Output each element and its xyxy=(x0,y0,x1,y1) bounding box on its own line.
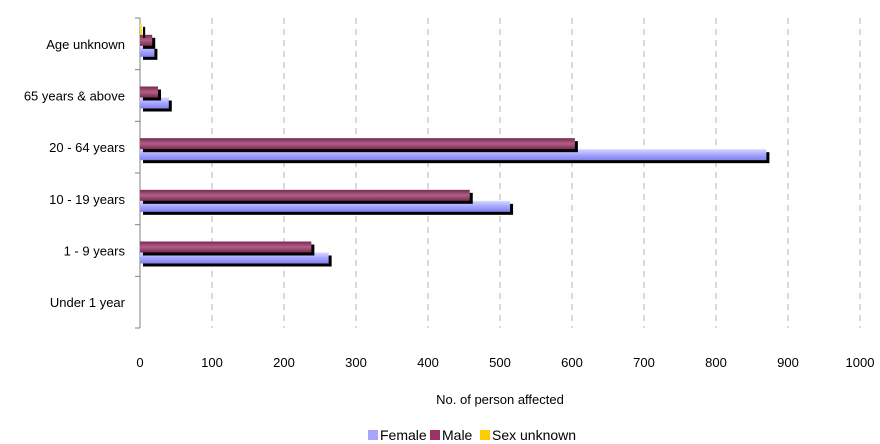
bar-female xyxy=(140,149,767,161)
x-tick-labels: 0 100 200 300 400 500 600 700 800 900 1000 xyxy=(136,355,874,370)
x-tick-label-600: 600 xyxy=(561,355,583,370)
bar-male xyxy=(140,34,153,46)
x-tick-label-700: 700 xyxy=(633,355,655,370)
legend-swatch-sex-unknown xyxy=(480,430,490,440)
bars xyxy=(140,23,770,267)
bar-male xyxy=(140,189,470,201)
y-tick-label: Age unknown xyxy=(46,37,125,52)
x-tick-label-100: 100 xyxy=(201,355,223,370)
x-tick-label-900: 900 xyxy=(777,355,799,370)
x-tick-label-400: 400 xyxy=(417,355,439,370)
x-axis-title: No. of person affected xyxy=(436,392,564,407)
bar-female xyxy=(140,97,169,109)
x-tick-label-800: 800 xyxy=(705,355,727,370)
axes xyxy=(135,17,141,329)
bar-female xyxy=(140,252,329,264)
x-tick-label-0: 0 xyxy=(136,355,143,370)
grid-lines xyxy=(211,18,861,328)
legend-label-sex-unknown: Sex unknown xyxy=(492,427,576,443)
bar-female xyxy=(140,200,511,212)
legend-label-female: Female xyxy=(380,427,427,443)
bar-sex-unknown xyxy=(140,23,143,35)
bar-male xyxy=(140,241,312,253)
legend: Female Male Sex unknown xyxy=(368,427,576,443)
x-tick-label-500: 500 xyxy=(489,355,511,370)
bar-female xyxy=(140,45,155,57)
y-tick-label: 65 years & above xyxy=(24,89,125,104)
y-tick-label: 20 - 64 years xyxy=(49,140,125,155)
x-tick-label-1000: 1000 xyxy=(846,355,875,370)
legend-swatch-male xyxy=(430,430,440,440)
category-labels: Under 1 year 1 - 9 years 10 - 19 years 20 -… xyxy=(24,37,126,310)
y-tick-label: 1 - 9 years xyxy=(64,244,126,259)
bar-male xyxy=(140,86,158,98)
bar-shadow xyxy=(143,26,146,38)
x-tick-label-200: 200 xyxy=(273,355,295,370)
legend-swatch-female xyxy=(368,430,378,440)
y-tick-label: Under 1 year xyxy=(50,295,126,310)
bar-male xyxy=(140,138,575,150)
x-tick-label-300: 300 xyxy=(345,355,367,370)
legend-label-male: Male xyxy=(442,427,473,443)
y-tick-label: 10 - 19 years xyxy=(49,192,125,207)
